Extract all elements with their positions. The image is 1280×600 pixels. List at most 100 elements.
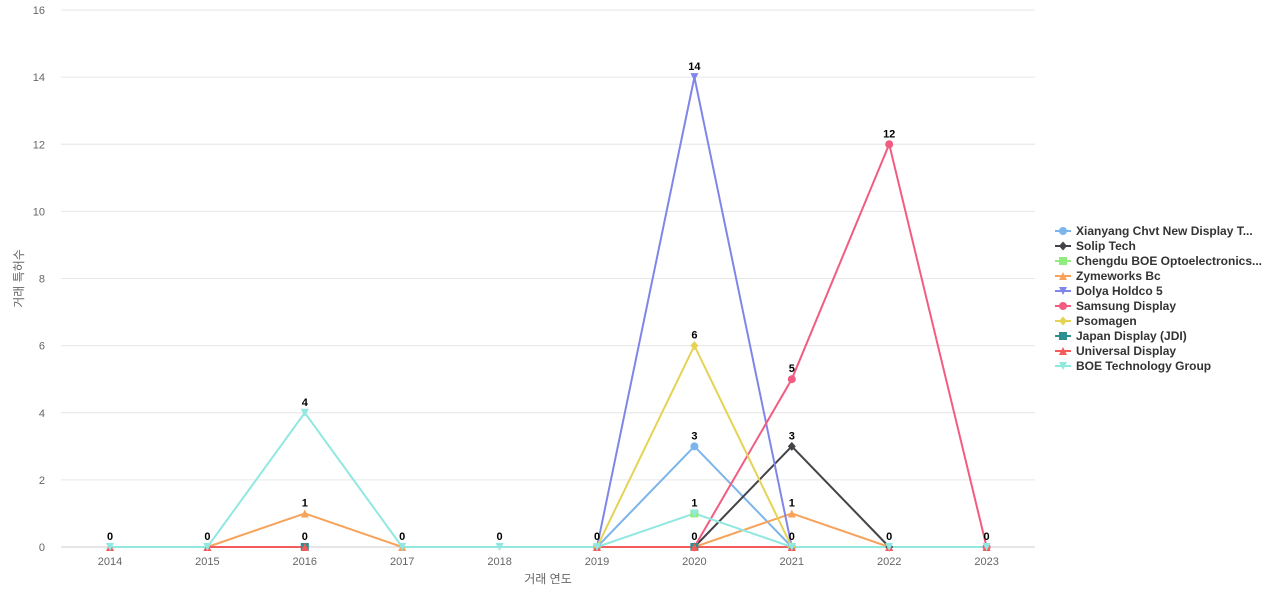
legend-item[interactable]: Chengdu BOE Optoelectronics... bbox=[1055, 254, 1262, 268]
series-3-point bbox=[300, 509, 309, 518]
series-9-point bbox=[885, 543, 894, 551]
series-0-point bbox=[690, 442, 699, 451]
series-8-point bbox=[300, 543, 309, 551]
x-axis-title: 거래 연도 bbox=[524, 572, 572, 586]
legend-swatch-marker bbox=[1059, 227, 1067, 235]
legend-label: BOE Technology Group bbox=[1076, 359, 1211, 373]
series-8-point bbox=[690, 543, 699, 551]
legend-swatch-marker bbox=[1059, 362, 1067, 370]
series-6-point bbox=[690, 341, 699, 351]
legend-swatch-marker bbox=[1059, 257, 1067, 265]
data-label: 0 bbox=[789, 531, 795, 543]
y-tick-label: 2 bbox=[39, 475, 45, 487]
series-lines bbox=[109, 76, 988, 548]
data-label: 0 bbox=[204, 531, 210, 543]
legend-label: Dolya Holdco 5 bbox=[1076, 284, 1163, 298]
series-9-point bbox=[398, 543, 407, 551]
legend-label: Universal Display bbox=[1076, 344, 1176, 358]
y-tick-label: 6 bbox=[39, 341, 45, 353]
data-label: 1 bbox=[302, 497, 308, 509]
data-label: 0 bbox=[399, 531, 405, 543]
legend: Xianyang Chvt New Display T...Solip Tech… bbox=[1055, 224, 1262, 373]
data-label: 1 bbox=[691, 497, 697, 509]
legend-label: Psomagen bbox=[1076, 314, 1137, 328]
legend-label: Samsung Display bbox=[1076, 299, 1176, 313]
data-label: 3 bbox=[789, 430, 795, 442]
data-label: 12 bbox=[883, 128, 895, 140]
series-3-point bbox=[787, 509, 796, 518]
legend-label: Japan Display (JDI) bbox=[1076, 329, 1187, 343]
legend-label: Xianyang Chvt New Display T... bbox=[1076, 224, 1253, 238]
y-tick-label: 14 bbox=[33, 72, 45, 84]
y-tick-label: 16 bbox=[33, 5, 45, 17]
data-label: 0 bbox=[886, 531, 892, 543]
series-9-point bbox=[982, 543, 991, 551]
data-label: 1 bbox=[789, 497, 795, 509]
y-tick-label: 4 bbox=[39, 408, 45, 420]
y-axis-title: 거래 특허수 bbox=[12, 249, 26, 308]
series-1-point bbox=[787, 441, 796, 451]
x-tick-label: 2016 bbox=[293, 556, 317, 568]
series-9-line bbox=[109, 411, 988, 548]
x-tick-label: 2021 bbox=[780, 556, 804, 568]
x-tick-label: 2017 bbox=[390, 556, 414, 568]
data-label: 0 bbox=[984, 531, 990, 543]
legend-item[interactable]: Samsung Display bbox=[1055, 299, 1176, 313]
legend-swatch-marker bbox=[1059, 347, 1067, 355]
data-label: 0 bbox=[302, 531, 308, 543]
legend-swatch-marker bbox=[1059, 316, 1067, 326]
legend-label: Zymeworks Bc bbox=[1076, 269, 1161, 283]
legend-item[interactable]: Dolya Holdco 5 bbox=[1055, 284, 1163, 298]
series-9-point bbox=[787, 543, 796, 551]
legend-item[interactable]: Japan Display (JDI) bbox=[1055, 329, 1187, 343]
x-tick-label: 2020 bbox=[682, 556, 706, 568]
legend-swatch-marker bbox=[1059, 272, 1067, 280]
series-9-point bbox=[203, 543, 212, 551]
legend-item[interactable]: BOE Technology Group bbox=[1055, 359, 1211, 373]
legend-item[interactable]: Xianyang Chvt New Display T... bbox=[1055, 224, 1253, 238]
gridlines bbox=[61, 9, 1035, 548]
x-tick-label: 2023 bbox=[974, 556, 998, 568]
legend-label: Chengdu BOE Optoelectronics... bbox=[1076, 254, 1262, 268]
legend-swatch-marker bbox=[1059, 241, 1067, 251]
data-label: 6 bbox=[691, 330, 697, 342]
x-tick-label: 2019 bbox=[585, 556, 609, 568]
series-9-point bbox=[106, 543, 114, 551]
series-9-point bbox=[495, 543, 504, 551]
legend-label: Solip Tech bbox=[1076, 239, 1136, 253]
x-tick-label: 2022 bbox=[877, 556, 901, 568]
y-tick-label: 12 bbox=[33, 139, 45, 151]
legend-swatch-marker bbox=[1059, 332, 1067, 340]
x-tick-label: 2015 bbox=[195, 556, 219, 568]
series-9-point bbox=[300, 408, 309, 417]
legend-item[interactable]: Universal Display bbox=[1055, 344, 1176, 358]
data-label: 3 bbox=[691, 430, 697, 442]
series-9-point bbox=[690, 509, 699, 518]
data-label: 5 bbox=[789, 363, 795, 375]
data-label: 0 bbox=[497, 531, 503, 543]
y-tick-label: 0 bbox=[39, 542, 45, 554]
data-label: 0 bbox=[691, 531, 697, 543]
y-tick-label: 8 bbox=[39, 274, 45, 286]
data-label: 14 bbox=[688, 61, 701, 73]
data-label: 0 bbox=[594, 531, 600, 543]
data-labels: 0 0 4 1 0 0 0 0 14 6 3 1 0 5 3 1 0 12 0 0 bbox=[107, 61, 990, 543]
series-markers bbox=[106, 73, 991, 552]
x-tick-label: 2018 bbox=[487, 556, 511, 568]
legend-item[interactable]: Psomagen bbox=[1055, 314, 1137, 328]
series-5-point bbox=[787, 375, 796, 384]
series-4-point bbox=[690, 73, 699, 82]
legend-item[interactable]: Solip Tech bbox=[1055, 239, 1136, 253]
series-5-line bbox=[693, 143, 988, 548]
x-tick-label: 2014 bbox=[98, 556, 122, 568]
series-9-point bbox=[593, 543, 601, 551]
legend-item[interactable]: Zymeworks Bc bbox=[1055, 269, 1161, 283]
y-tick-label: 10 bbox=[33, 206, 45, 218]
data-label: 0 bbox=[107, 531, 113, 543]
data-label: 4 bbox=[302, 397, 309, 409]
series-5-point bbox=[885, 140, 894, 149]
legend-swatch-marker bbox=[1059, 302, 1067, 310]
